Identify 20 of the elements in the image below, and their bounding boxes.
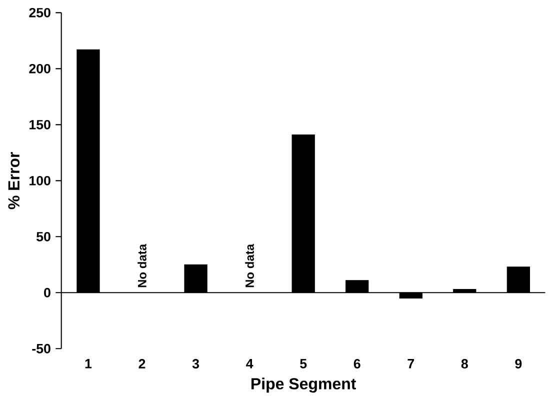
y-tick-label: -50	[32, 344, 50, 354]
x-tick-label: 5	[300, 359, 307, 368]
x-axis-title: Pipe Segment	[251, 378, 356, 393]
y-tick-label: 150	[30, 120, 50, 130]
x-tick-label: 2	[138, 359, 146, 368]
y-tick-label: 250	[29, 8, 50, 18]
annotation: No data	[138, 244, 146, 288]
y-tick-label: 100	[30, 176, 50, 186]
x-tick-label: 3	[192, 359, 200, 369]
annotation: No data	[245, 244, 254, 288]
x-tick-label: 9	[515, 359, 522, 368]
y-tick-label: 50	[36, 232, 50, 242]
y-tick-label: 0	[44, 288, 50, 298]
x-tick-label: 7	[408, 359, 414, 368]
x-tick-label: 6	[354, 359, 360, 368]
y-axis-title: % Error	[8, 152, 20, 210]
x-tick-label: 1	[85, 359, 92, 368]
y-tick-label: 200	[29, 64, 50, 74]
x-tick-label: 4	[246, 359, 254, 368]
x-tick-label: 8	[461, 359, 468, 368]
